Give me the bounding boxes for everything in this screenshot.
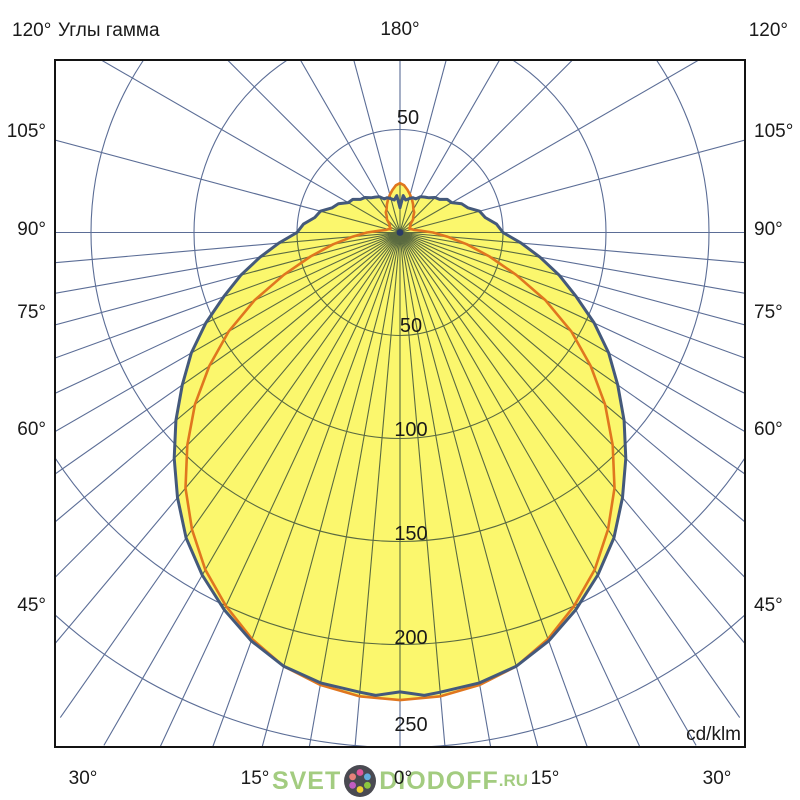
plot-frame bbox=[54, 59, 746, 748]
grid-ray bbox=[399, 231, 745, 264]
grid-ray bbox=[55, 231, 401, 264]
grid-ray bbox=[103, 232, 401, 746]
grid-ray bbox=[55, 232, 401, 579]
grid-ray bbox=[399, 60, 700, 233]
radial-tick-label: 50 bbox=[400, 315, 422, 337]
side-angle-label-left: 45° bbox=[17, 595, 46, 616]
grid-ray bbox=[399, 231, 745, 359]
grid-ray bbox=[399, 231, 745, 294]
side-angle-label-right: 105° bbox=[754, 121, 793, 142]
grid-ray bbox=[399, 232, 641, 747]
radial-tick-label-upper: 50 bbox=[397, 107, 419, 129]
corner-angle-label-top-right: 120° bbox=[749, 20, 788, 41]
side-angle-label-right: 60° bbox=[754, 419, 783, 440]
watermark-logo-circle bbox=[344, 765, 377, 797]
side-angle-label-left: 75° bbox=[17, 302, 46, 323]
grid-ray bbox=[55, 232, 401, 523]
grid-ray bbox=[55, 139, 401, 234]
grid-ray bbox=[399, 232, 741, 718]
grid-ray bbox=[399, 60, 501, 233]
watermark: SVET DIODOFF .RU bbox=[0, 758, 800, 800]
grid-ray bbox=[399, 232, 588, 747]
grid-ray bbox=[55, 232, 401, 433]
grid-ray bbox=[59, 232, 401, 718]
grid-ray bbox=[399, 231, 745, 326]
side-angle-label-right: 75° bbox=[754, 302, 783, 323]
watermark-logo-dot bbox=[356, 786, 364, 793]
grid-ray bbox=[212, 232, 401, 747]
grid-ray bbox=[299, 60, 401, 233]
watermark-logo-dot bbox=[349, 781, 357, 789]
grid-ray bbox=[55, 231, 401, 326]
axis-labels: 120° Углы гамма 180° 120° 105° 105° 90° 90° 75° 7… bbox=[7, 19, 794, 789]
grid-ray bbox=[55, 232, 401, 475]
grid-ray bbox=[399, 232, 745, 433]
bottom-angle-label: 15° bbox=[531, 768, 560, 789]
grid-ray bbox=[399, 232, 745, 475]
watermark-logo-dot bbox=[364, 773, 372, 781]
side-angle-label-right: 90° bbox=[754, 219, 783, 240]
blue-curve bbox=[172, 194, 628, 697]
grid-ray bbox=[55, 231, 401, 359]
radial-tick-label: 250 bbox=[394, 714, 427, 736]
polar-center-dot bbox=[396, 229, 404, 236]
corner-angle-label-top-left: 120° bbox=[12, 20, 51, 41]
grid-ray bbox=[399, 232, 492, 747]
grid-ray bbox=[399, 232, 697, 746]
bottom-angle-label: 15° bbox=[241, 768, 270, 789]
radial-tick-label: 150 bbox=[394, 523, 427, 545]
units-label: cd/klm bbox=[686, 724, 741, 745]
grid-ray bbox=[353, 60, 401, 233]
grid-ray bbox=[55, 232, 401, 645]
watermark-text-suffix: DIODOFF bbox=[379, 766, 499, 795]
radial-tick-label: 100 bbox=[394, 419, 427, 441]
grid-ray bbox=[399, 232, 745, 394]
grid-ray bbox=[399, 60, 447, 233]
grid-ray bbox=[399, 232, 745, 579]
side-angle-label-left: 60° bbox=[17, 419, 46, 440]
watermark-logo-icon bbox=[344, 765, 377, 797]
watermark-text-prefix: SVET bbox=[271, 766, 342, 795]
watermark-logo-dot bbox=[356, 769, 364, 776]
red-curve bbox=[184, 181, 616, 702]
grid-ray bbox=[55, 231, 401, 294]
grid-ray bbox=[399, 232, 446, 747]
grid-ray bbox=[55, 232, 401, 394]
grid-ray bbox=[399, 60, 574, 233]
bottom-angle-label: 30° bbox=[69, 768, 98, 789]
watermark-text-tld: .RU bbox=[498, 771, 529, 790]
grid-ray bbox=[226, 60, 401, 233]
radial-tick-label: 200 bbox=[394, 627, 427, 649]
bottom-angle-label: 30° bbox=[703, 768, 732, 789]
grid-ray bbox=[399, 232, 745, 523]
grid-ray bbox=[100, 60, 401, 233]
grid-ray bbox=[308, 232, 401, 747]
grid-ray bbox=[159, 232, 401, 747]
side-angle-label-right: 45° bbox=[754, 595, 783, 616]
side-angle-label-left: 90° bbox=[17, 219, 46, 240]
side-angle-label-left: 105° bbox=[7, 121, 46, 142]
watermark-logo-dot bbox=[364, 781, 372, 789]
intensity-curves bbox=[172, 181, 628, 702]
top-angle-label: 180° bbox=[380, 19, 419, 40]
grid-ray bbox=[399, 139, 745, 234]
watermark-logo-dot bbox=[349, 773, 357, 781]
grid-ray bbox=[261, 232, 401, 747]
bottom-angle-label: 0° bbox=[394, 768, 412, 789]
grid-ray bbox=[354, 232, 401, 747]
chart-title: Углы гамма bbox=[58, 20, 160, 41]
grid-ray bbox=[399, 232, 745, 645]
grid-ray bbox=[399, 232, 539, 747]
